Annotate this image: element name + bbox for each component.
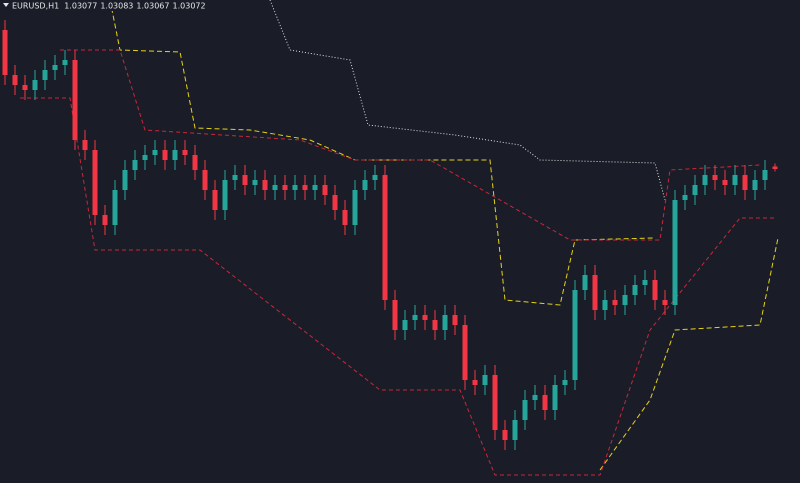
candles xyxy=(2,20,778,450)
candle-body xyxy=(112,190,118,225)
candle-body xyxy=(582,275,588,290)
candle-body xyxy=(192,155,198,170)
candle-body xyxy=(352,190,358,225)
candle-body xyxy=(222,180,228,210)
close-price: 1.03072 xyxy=(173,1,206,10)
candle-body xyxy=(642,280,648,285)
candle-body xyxy=(462,325,468,380)
candle-body xyxy=(202,170,208,190)
candle-body xyxy=(272,185,278,190)
candle-body xyxy=(362,180,368,190)
candle-body xyxy=(342,210,348,225)
candle-body xyxy=(282,185,288,190)
candle-body xyxy=(402,320,408,330)
candle-body xyxy=(632,285,638,295)
symbol: EURUSD,H1 xyxy=(12,1,59,10)
candle-body xyxy=(132,160,138,170)
candle-body xyxy=(242,175,248,185)
candle-body xyxy=(562,380,568,385)
candle-body xyxy=(592,275,598,310)
candle-body xyxy=(2,30,8,75)
candle-body xyxy=(452,315,458,325)
candle-body xyxy=(512,420,518,440)
candle-body xyxy=(62,60,68,65)
candle-body xyxy=(762,170,768,180)
candle-body xyxy=(712,175,718,180)
candle-body xyxy=(482,375,488,385)
indicator-line xyxy=(60,49,761,241)
candle-body xyxy=(382,175,388,300)
candle-body xyxy=(772,166,778,169)
candle-body xyxy=(662,300,668,305)
candle-body xyxy=(82,140,88,150)
candle-body xyxy=(572,290,578,380)
candle-body xyxy=(392,300,398,330)
candle-body xyxy=(492,375,498,430)
candle-body xyxy=(12,75,18,85)
candle-body xyxy=(162,150,168,160)
candle-body xyxy=(22,85,28,90)
header-bg xyxy=(0,0,160,11)
candle-body xyxy=(42,70,48,80)
candle-body xyxy=(152,150,158,155)
candle-body xyxy=(172,150,178,160)
candle-body xyxy=(262,180,268,190)
candle-body xyxy=(432,320,438,330)
candle-body xyxy=(522,400,528,420)
candle-body xyxy=(542,395,548,410)
candle-body xyxy=(732,175,738,185)
candle-body xyxy=(532,395,538,400)
candle-body xyxy=(122,170,128,190)
candle-body xyxy=(92,150,98,215)
low-price: 1.03067 xyxy=(136,1,169,10)
high-price: 1.03083 xyxy=(100,1,133,10)
candle-body xyxy=(612,300,618,305)
candle-body xyxy=(322,185,328,195)
candle-body xyxy=(422,315,428,320)
candle-body xyxy=(552,385,558,410)
header-arrow[interactable] xyxy=(3,3,9,7)
indicator-line xyxy=(599,237,779,471)
candle-body xyxy=(212,190,218,210)
candle-body xyxy=(752,180,758,190)
candle-body xyxy=(742,175,748,190)
candle-body xyxy=(412,315,418,320)
candle-body xyxy=(312,185,318,190)
chart-header: EURUSD,H1 1.03077 1.03083 1.03067 1.03072 xyxy=(12,1,206,10)
candle-body xyxy=(142,155,148,160)
candle-body xyxy=(442,315,448,330)
candle-body xyxy=(252,180,258,185)
candle-body xyxy=(182,150,188,155)
candle-body xyxy=(652,280,658,300)
candle-body xyxy=(332,195,338,210)
candle-body xyxy=(52,65,58,70)
indicator-lines xyxy=(20,0,779,476)
indicator-line xyxy=(20,97,775,476)
candle-body xyxy=(682,195,688,200)
candle-body xyxy=(722,180,728,185)
candle-body xyxy=(232,175,238,180)
indicator-line xyxy=(109,0,656,306)
candle-body xyxy=(72,60,78,140)
open-price: 1.03077 xyxy=(64,1,97,10)
candle-body xyxy=(622,295,628,305)
candle-body xyxy=(292,185,298,190)
candle-body xyxy=(672,200,678,305)
candle-body xyxy=(602,300,608,310)
candle-body xyxy=(692,185,698,195)
candle-body xyxy=(472,380,478,385)
candle-body xyxy=(702,175,708,185)
candle-body xyxy=(372,175,378,180)
candle-body xyxy=(502,430,508,440)
candle-body xyxy=(302,185,308,190)
candle-body xyxy=(32,80,38,90)
candle-body xyxy=(102,215,108,225)
